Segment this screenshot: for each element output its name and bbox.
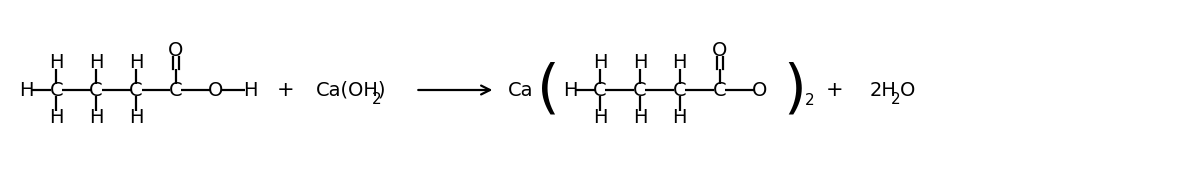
Text: H: H xyxy=(593,53,607,72)
Text: H: H xyxy=(632,53,647,72)
Text: O: O xyxy=(900,80,916,100)
Text: C: C xyxy=(713,80,726,100)
Text: Ca(OH): Ca(OH) xyxy=(316,80,386,100)
Text: C: C xyxy=(593,80,607,100)
Text: 2H: 2H xyxy=(869,80,896,100)
Text: H: H xyxy=(49,53,64,72)
Text: H: H xyxy=(128,108,143,127)
Text: +: + xyxy=(277,80,294,100)
Text: H: H xyxy=(19,80,34,100)
Text: O: O xyxy=(209,80,223,100)
Text: C: C xyxy=(89,80,103,100)
Text: O: O xyxy=(712,41,727,60)
Text: 2: 2 xyxy=(372,92,382,107)
Text: +: + xyxy=(826,80,844,100)
Text: H: H xyxy=(563,80,577,100)
Text: H: H xyxy=(244,80,258,100)
Text: C: C xyxy=(634,80,647,100)
Text: H: H xyxy=(632,108,647,127)
Text: ): ) xyxy=(784,62,806,118)
Text: 2: 2 xyxy=(892,92,901,107)
Text: 2: 2 xyxy=(805,93,815,108)
Text: H: H xyxy=(128,53,143,72)
Text: H: H xyxy=(672,108,688,127)
Text: C: C xyxy=(673,80,686,100)
Text: H: H xyxy=(593,108,607,127)
Text: C: C xyxy=(130,80,143,100)
Text: O: O xyxy=(752,80,767,100)
Text: H: H xyxy=(89,108,103,127)
Text: O: O xyxy=(168,41,184,60)
Text: Ca: Ca xyxy=(508,80,533,100)
Text: (: ( xyxy=(536,62,559,118)
Text: H: H xyxy=(672,53,688,72)
Text: C: C xyxy=(49,80,64,100)
Text: H: H xyxy=(49,108,64,127)
Text: H: H xyxy=(89,53,103,72)
Text: C: C xyxy=(169,80,182,100)
